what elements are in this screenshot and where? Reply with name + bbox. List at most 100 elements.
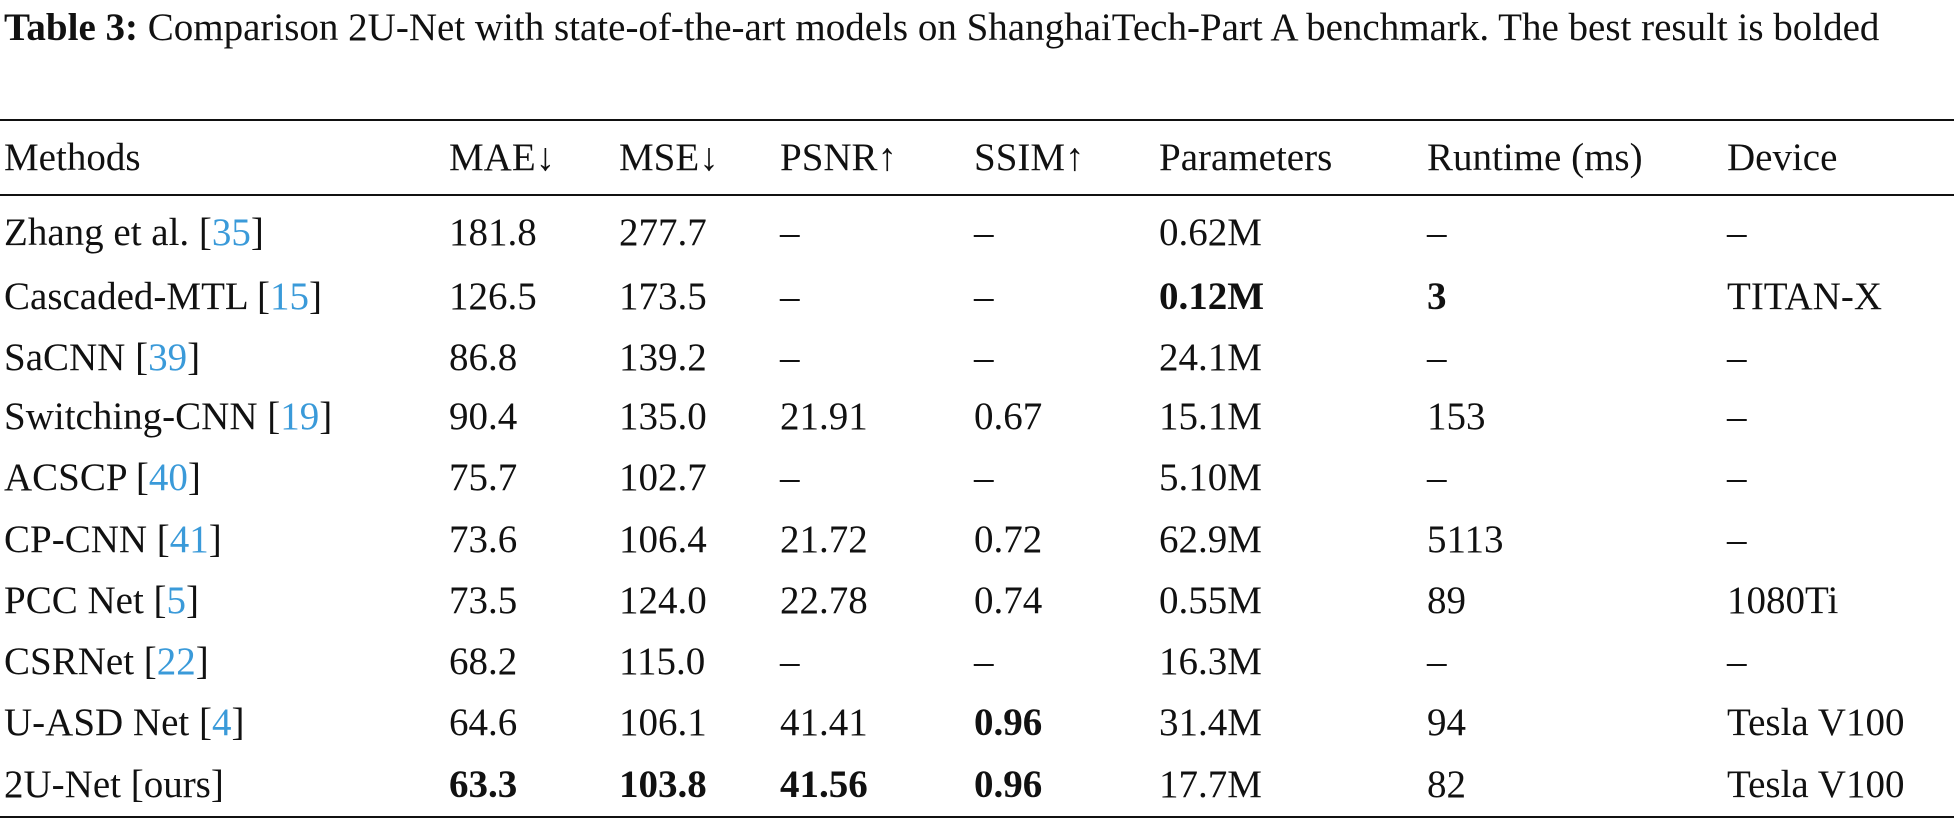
table-cell: – (974, 456, 994, 499)
method-cell: U-ASD Net [4] (4, 698, 244, 748)
method-name: Zhang et al. [ (4, 211, 212, 254)
method-name: U-ASD Net [ (4, 701, 212, 744)
top-rule (0, 119, 1954, 121)
table-cell: 0.67 (974, 395, 1043, 438)
method-name: 2U-Net [ours] (4, 763, 224, 806)
bracket: ] (186, 579, 200, 622)
table-cell: 3 (1427, 275, 1447, 318)
bracket: ] (309, 275, 323, 318)
bracket: ] (250, 211, 264, 254)
method-name: ACSCP [ (4, 456, 149, 499)
table-cell: – (1727, 395, 1747, 438)
table-cell: – (974, 640, 994, 683)
table-cell: 135.0 (619, 395, 707, 438)
table-cell: – (1727, 456, 1747, 499)
header-cell: Runtime (ms) (1427, 136, 1643, 179)
table-cell: – (780, 640, 800, 683)
table-cell: 75.7 (449, 456, 518, 499)
table-cell: 22.78 (780, 579, 868, 622)
table-cell: 21.72 (780, 518, 868, 561)
bracket: ] (319, 395, 333, 438)
method-cell: Zhang et al. [35] (4, 208, 264, 258)
table-cell: 5113 (1427, 518, 1504, 561)
header-cell: MAE↓ (449, 136, 556, 179)
table-cell: 277.7 (619, 211, 707, 254)
method-name: CP-CNN [ (4, 518, 170, 561)
header-cell: PSNR↑ (780, 136, 898, 179)
header-cell: Methods (4, 136, 141, 179)
caption-label: Table 3: (4, 6, 139, 49)
method-name: Switching-CNN [ (4, 395, 281, 438)
table-cell: 102.7 (619, 456, 707, 499)
table-cell: 139.2 (619, 336, 707, 379)
table-cell: – (1727, 211, 1747, 254)
citation: 22 (156, 640, 196, 683)
bracket: ] (195, 640, 209, 683)
table-cell: 17.7M (1159, 763, 1262, 806)
table-cell: 153 (1427, 395, 1486, 438)
table-cell: 63.3 (449, 763, 518, 806)
method-cell: CP-CNN [41] (4, 515, 222, 565)
table-cell: – (1427, 640, 1447, 683)
table-cell: Tesla V100 (1727, 763, 1905, 806)
citation: 35 (211, 211, 251, 254)
table-cell: 21.91 (780, 395, 868, 438)
table-cell: – (974, 211, 994, 254)
table-cell: 62.9M (1159, 518, 1262, 561)
table-cell: Tesla V100 (1727, 701, 1905, 744)
table-cell: 82 (1427, 763, 1466, 806)
citation: 40 (148, 456, 188, 499)
table-cell: 73.5 (449, 579, 518, 622)
bracket: ] (187, 336, 201, 379)
table-cell: – (1427, 456, 1447, 499)
method-cell: Switching-CNN [19] (4, 392, 332, 442)
citation: 39 (148, 336, 188, 379)
table-cell: 103.8 (619, 763, 707, 806)
method-cell: SaCNN [39] (4, 333, 200, 383)
table-cell: 0.74 (974, 579, 1043, 622)
header-cell: Parameters (1159, 136, 1333, 179)
table-cell: 173.5 (619, 275, 707, 318)
table-cell: – (780, 211, 800, 254)
table-cell: 5.10M (1159, 456, 1262, 499)
table-cell: 41.56 (780, 763, 868, 806)
table-cell: – (974, 336, 994, 379)
table-cell: 64.6 (449, 701, 518, 744)
table-cell: – (780, 275, 800, 318)
citation: 15 (270, 275, 310, 318)
table-cell: – (974, 275, 994, 318)
table-cell: 68.2 (449, 640, 518, 683)
header-cell: Device (1727, 136, 1838, 179)
table-cell: 181.8 (449, 211, 537, 254)
citation: 19 (280, 395, 320, 438)
table-cell: 0.62M (1159, 211, 1262, 254)
table-cell: – (1727, 518, 1747, 561)
table-cell: 16.3M (1159, 640, 1262, 683)
table-cell: – (780, 456, 800, 499)
citation: 5 (166, 579, 187, 622)
table-cell: 106.4 (619, 518, 707, 561)
table-cell: 41.41 (780, 701, 868, 744)
table-cell: 0.96 (974, 701, 1043, 744)
method-cell: 2U-Net [ours] (4, 760, 224, 810)
table-cell: 0.12M (1159, 275, 1265, 318)
table-cell: 124.0 (619, 579, 707, 622)
table-cell: – (1727, 336, 1747, 379)
header-cell: SSIM↑ (974, 136, 1085, 179)
table-cell: 0.72 (974, 518, 1043, 561)
table-cell: 86.8 (449, 336, 518, 379)
citation: 41 (169, 518, 209, 561)
table-cell: 73.6 (449, 518, 518, 561)
table-cell: 94 (1427, 701, 1466, 744)
table-cell: 90.4 (449, 395, 518, 438)
table-cell: 126.5 (449, 275, 537, 318)
table-cell: – (1427, 211, 1447, 254)
table-cell: – (780, 336, 800, 379)
bottom-rule (0, 816, 1954, 818)
method-name: CSRNet [ (4, 640, 157, 683)
table-cell: 24.1M (1159, 336, 1262, 379)
method-name: Cascaded-MTL [ (4, 275, 271, 318)
table-cell: 15.1M (1159, 395, 1262, 438)
table-cell: 31.4M (1159, 701, 1262, 744)
method-cell: PCC Net [5] (4, 576, 199, 626)
